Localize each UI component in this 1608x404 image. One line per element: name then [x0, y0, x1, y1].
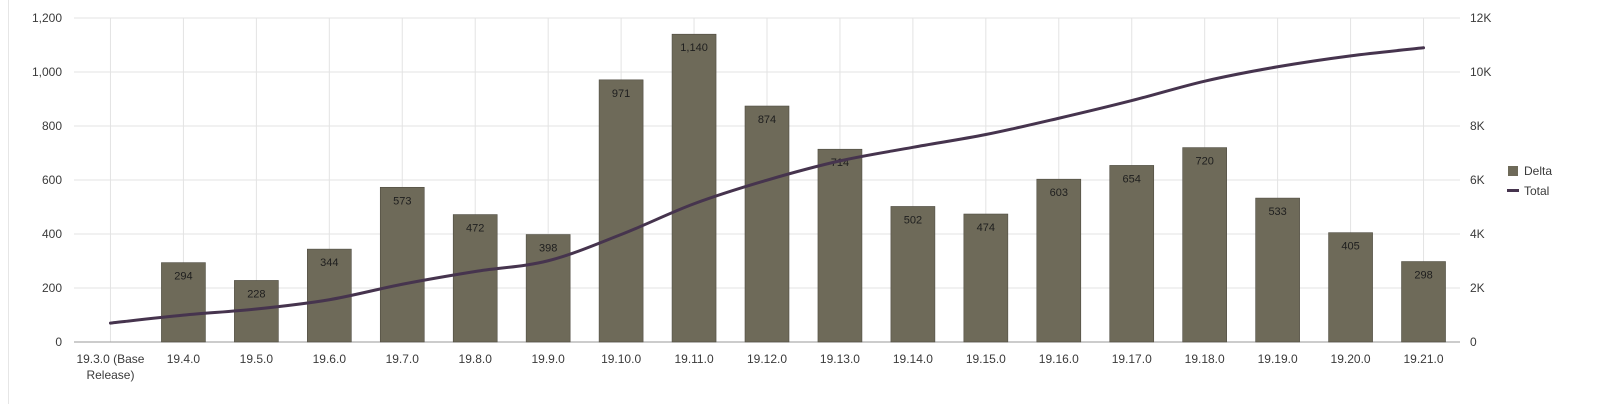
bar-data-label: 654: [1123, 173, 1141, 185]
x-tick-label: 19.16.0: [1039, 352, 1079, 366]
bar-data-label: 573: [393, 195, 411, 207]
x-tick-label: 19.10.0: [601, 352, 641, 366]
y-left-tick-label: 800: [42, 119, 62, 133]
y-right-tick-label: 4K: [1470, 227, 1485, 241]
bar-delta: [1328, 232, 1373, 343]
x-tick-label: 19.7.0: [386, 352, 420, 366]
y-left-tick-label: 400: [42, 227, 62, 241]
x-tick-label: 19.6.0: [313, 352, 347, 366]
legend-label-delta: Delta: [1524, 164, 1552, 178]
bar-delta: [1109, 165, 1155, 343]
y-right-tick-label: 2K: [1470, 281, 1485, 295]
x-tick-label: 19.14.0: [893, 352, 933, 366]
bar-data-label: 720: [1196, 156, 1214, 168]
legend-swatch-delta: [1508, 166, 1518, 176]
bar-delta: [379, 186, 425, 343]
y-left-tick-label: 0: [55, 335, 62, 349]
x-tick-label: 19.20.0: [1331, 352, 1371, 366]
x-tick-label: 19.19.0: [1258, 352, 1298, 366]
bar-delta: [452, 214, 498, 343]
bar-data-label: 294: [174, 271, 192, 283]
bar-data-label: 344: [320, 257, 338, 269]
bar-delta: [1401, 261, 1446, 343]
bar-delta: [744, 105, 790, 343]
bar-data-label: 1,140: [680, 42, 708, 54]
bar-data-label: 472: [466, 223, 484, 235]
x-tick-label: 19.12.0: [747, 352, 787, 366]
y-right-tick-label: 12K: [1470, 11, 1491, 25]
x-tick-label: 19.9.0: [531, 352, 565, 366]
x-tick-label: 19.8.0: [459, 352, 493, 366]
bar-delta: [598, 79, 644, 343]
y-left-tick-label: 1,000: [32, 65, 62, 79]
bar-delta: [890, 206, 936, 343]
y-left-tick-label: 600: [42, 173, 62, 187]
y-left-tick-label: 200: [42, 281, 62, 295]
bar-data-label: 298: [1414, 270, 1432, 282]
bar-delta: [963, 213, 1009, 343]
bar-data-label: 502: [904, 214, 922, 226]
bar-delta: [671, 33, 717, 343]
x-tick-label: 19.3.0 (Base Release): [76, 352, 144, 382]
y-right-tick-label: 6K: [1470, 173, 1485, 187]
bar-delta: [1036, 178, 1082, 343]
x-tick-label: 19.13.0: [820, 352, 860, 366]
bar-data-label: 405: [1341, 241, 1359, 253]
bar-data-label: 533: [1268, 206, 1286, 218]
bar-data-label: 228: [247, 288, 265, 300]
x-tick-label: 19.21.0: [1404, 352, 1444, 366]
bar-data-label: 874: [758, 114, 776, 126]
x-tick-label: 19.4.0: [167, 352, 201, 366]
bar-delta: [161, 262, 206, 343]
x-tick-label: 19.11.0: [674, 352, 713, 366]
y-right-tick-label: 0: [1470, 335, 1477, 349]
bar-delta: [1255, 197, 1300, 343]
bar-data-label: 971: [612, 88, 630, 100]
legend-swatch-total: [1507, 189, 1519, 192]
x-tick-label: 19.17.0: [1112, 352, 1152, 366]
bar-data-label: 398: [539, 243, 557, 255]
y-right-tick-label: 10K: [1470, 65, 1491, 79]
x-tick-label: 19.5.0: [240, 352, 274, 366]
bar-delta: [525, 234, 571, 343]
y-left-tick-label: 1,200: [32, 11, 62, 25]
x-tick-label: 19.18.0: [1185, 352, 1225, 366]
y-right-tick-label: 8K: [1470, 119, 1485, 133]
legend-label-total: Total: [1524, 184, 1549, 198]
bar-data-label: 474: [977, 222, 995, 234]
x-tick-label: 19.15.0: [966, 352, 1006, 366]
bar-data-label: 603: [1050, 187, 1068, 199]
line-total: [108, 46, 1426, 325]
bar-delta: [817, 148, 863, 343]
bar-delta: [1182, 147, 1227, 343]
